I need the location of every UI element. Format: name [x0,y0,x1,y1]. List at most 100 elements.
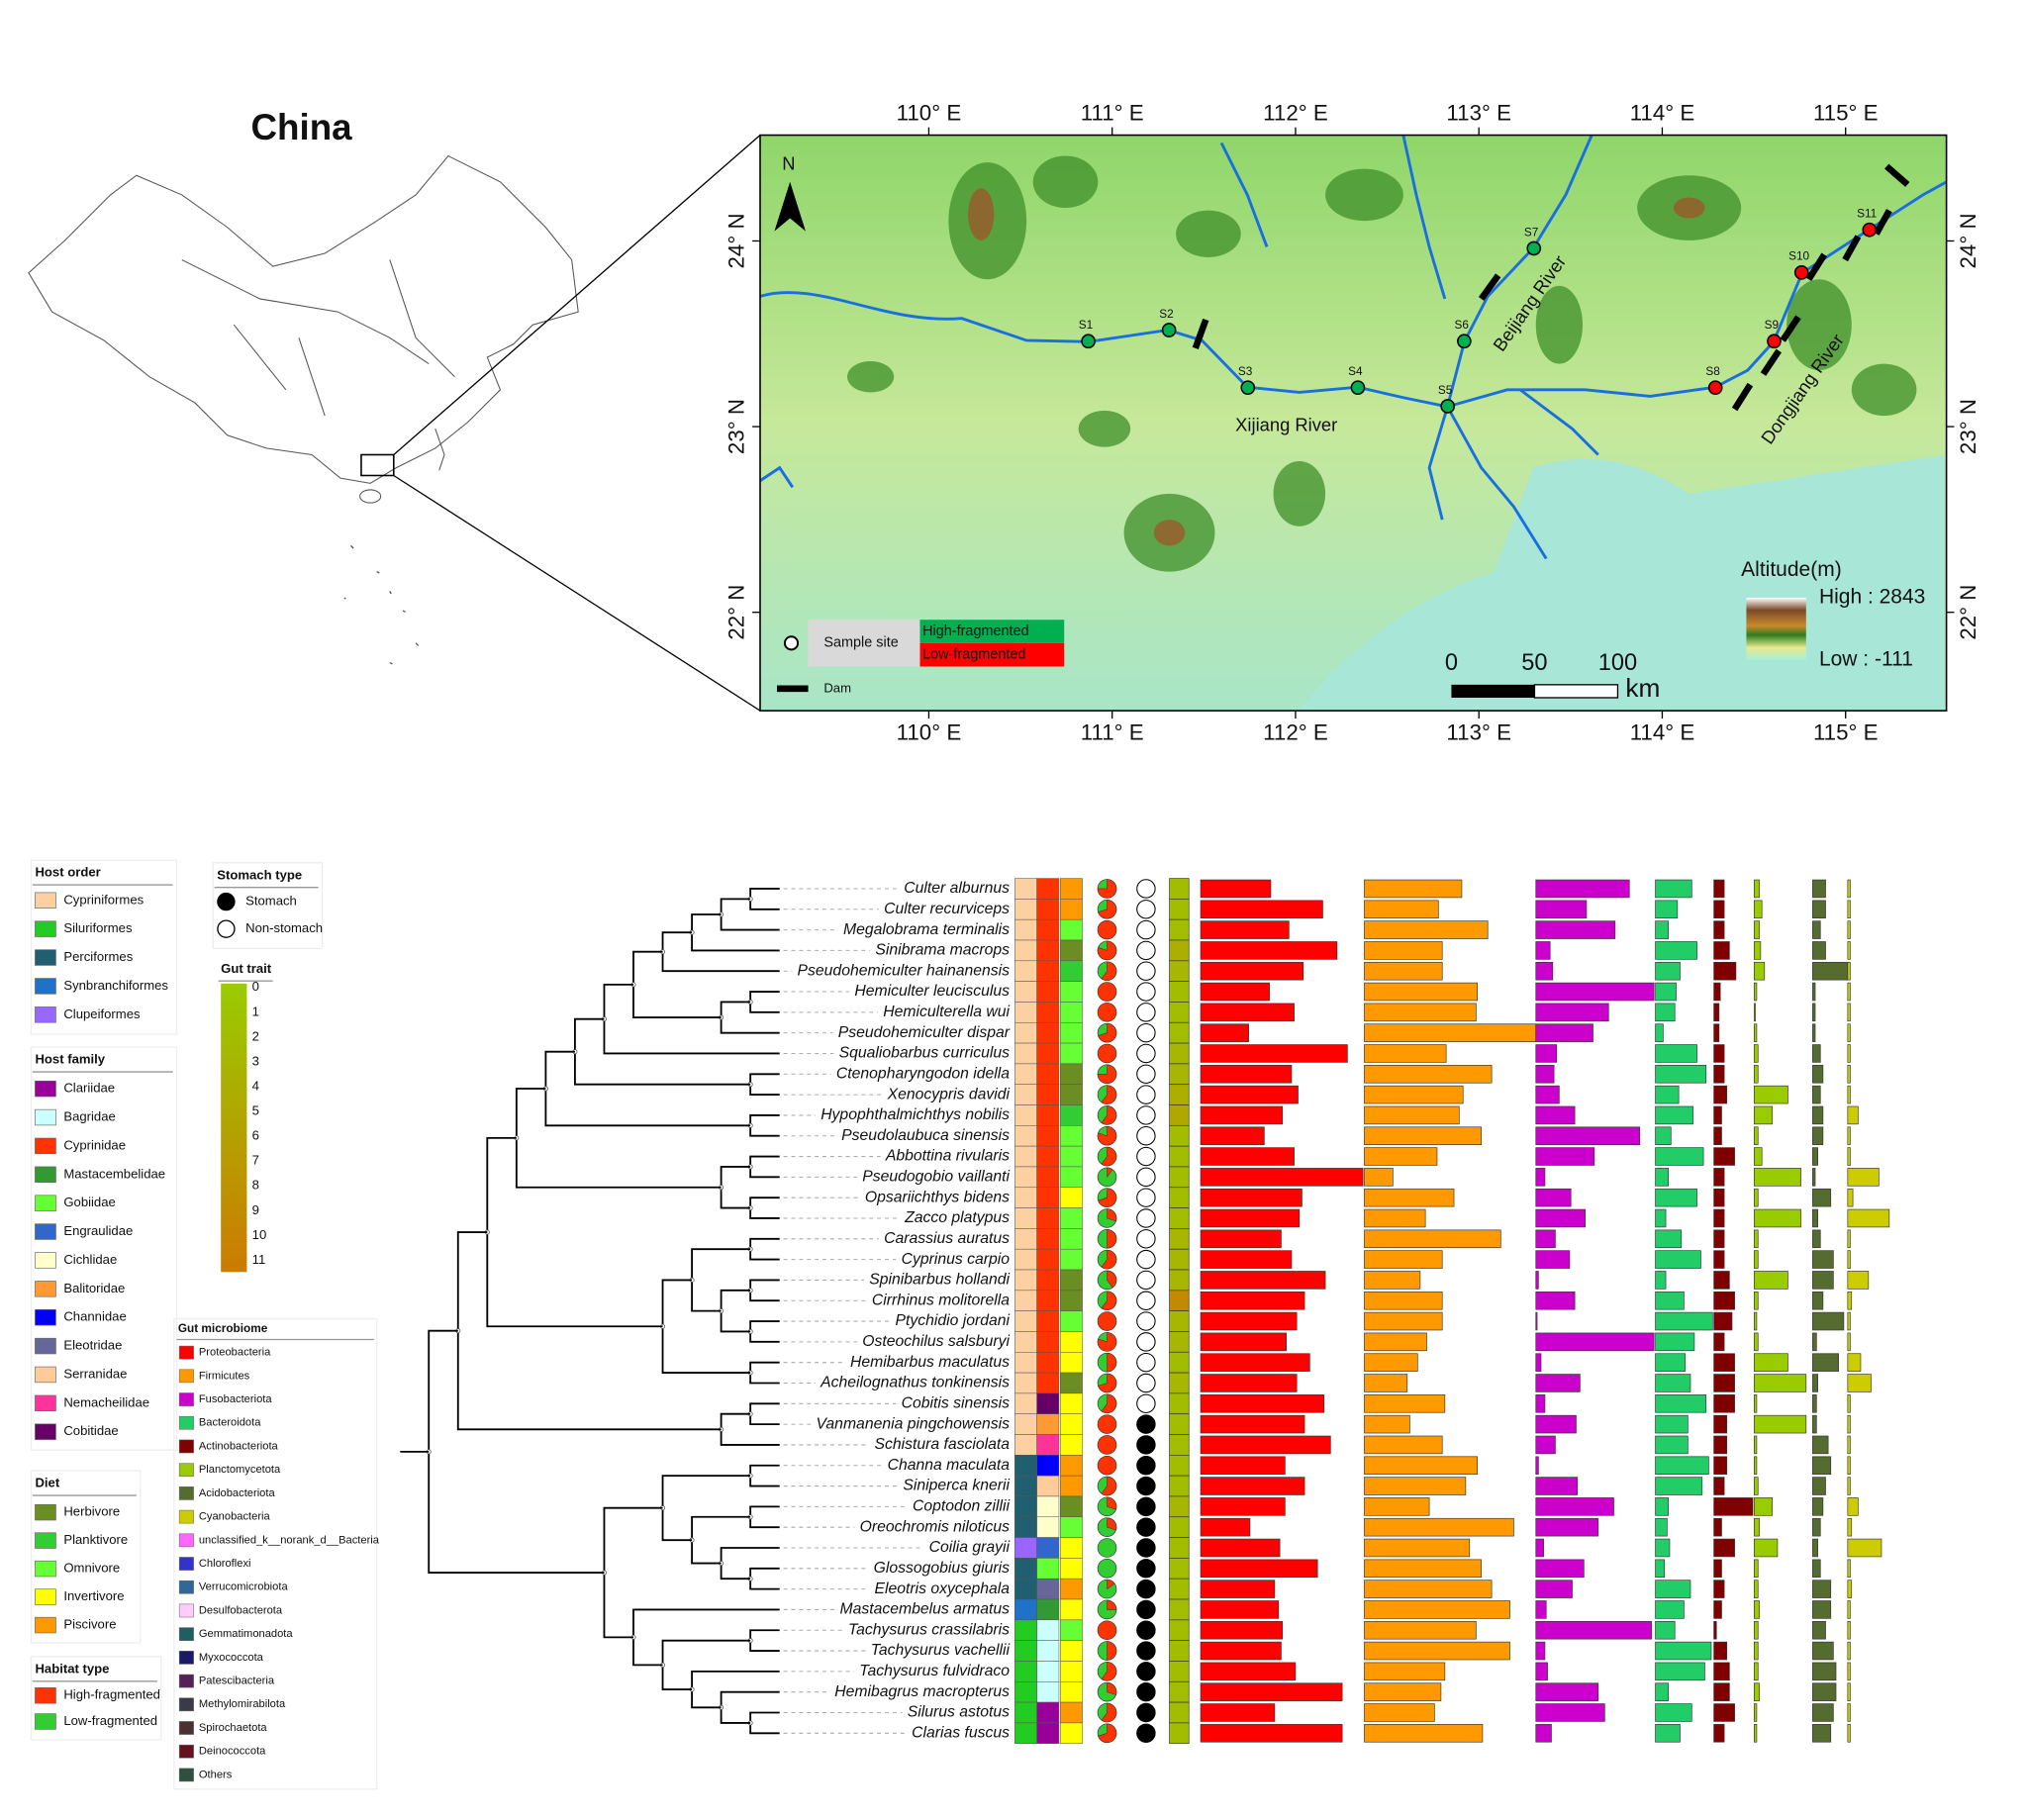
abundance-bar [1655,1456,1709,1475]
stomach-symbol [1136,1599,1156,1620]
abundance-bar [1847,1414,1851,1434]
abundance-bar [1753,1477,1759,1495]
y-tick-label: 22° N [1956,585,1980,640]
stomach-symbol [1136,1373,1156,1393]
habitat-pie-slice [1107,1208,1117,1222]
tree-branch [749,1279,780,1302]
gut-trait-cell [1169,1104,1190,1126]
legend-item: Gemmatimonadota [199,1628,294,1640]
stomach-symbol [1136,1208,1156,1228]
abundance-bar [1200,1414,1305,1434]
legend-item: unclassified_k__norank_d__Bacteria [199,1534,380,1546]
abundance-bar [1753,1147,1763,1166]
abundance-bar [1847,1662,1851,1681]
abundance-bar [1753,1044,1759,1063]
order-cell [1014,918,1037,941]
species-name: Spinibarbus hollandi [869,1272,1010,1289]
map-frame [759,134,1948,712]
abundance-bar [1812,982,1816,1002]
gut-trait-cell [1169,1124,1190,1147]
abundance-bar [1535,1414,1577,1434]
river-label: Xijiang River [1235,414,1337,434]
abundance-bar [1753,1497,1774,1516]
abundance-bar [1535,1208,1586,1228]
abundance-bar [1535,1374,1581,1392]
habitat-pie-base [1097,1620,1117,1641]
legend-swatch [35,1560,56,1578]
diet-cell [1059,1207,1083,1229]
habitat-pie-base [1097,1559,1117,1579]
abundance-bar [1812,1662,1837,1681]
abundance-bar [1364,1394,1446,1413]
diet-cell [1059,939,1083,962]
y-tick-label: 23° N [1956,399,1980,454]
abundance-bar [1200,1105,1284,1125]
abundance-bar [1753,1435,1758,1455]
habitat-pie-slice [1107,1517,1117,1531]
legend-item: Cobitidae [63,1423,118,1438]
legend-swatch [178,1486,194,1500]
legend-item: Actinobacteriota [199,1440,279,1452]
abundance-bar [1200,1044,1348,1063]
abundance-bar [1713,1168,1725,1187]
family-cell [1036,1187,1060,1208]
legend-item: Gobiidae [63,1195,115,1209]
abundance-bar [1364,1065,1493,1084]
diet-cell [1059,960,1083,982]
abundance-bar [1655,1168,1669,1187]
order-cell [1014,1413,1037,1435]
abundance-bar [1753,941,1762,960]
gut-trait-cell [1169,1310,1190,1332]
stomach-symbol [1136,1085,1156,1104]
abundance-bar [1713,1559,1722,1579]
species-name: Hemiculterella wui [883,1004,1010,1020]
abundance-bar [1364,1538,1471,1558]
abundance-bar [1713,1126,1722,1145]
stomach-symbol [1136,1332,1156,1352]
legend-site: Sample site [823,635,898,651]
legend-item: Myxococcota [199,1652,264,1664]
gut-trait-tick: 5 [252,1103,259,1118]
abundance-bar [1200,1353,1310,1372]
gut-trait-cell [1169,899,1190,920]
species-name: Glossogobius giuris [874,1560,1011,1577]
species-name: Ptychidio jordani [895,1312,1010,1329]
abundance-bar [1812,879,1826,899]
x-tick-label: 112° E [1263,720,1328,745]
abundance-bar [1364,1003,1477,1022]
family-cell [1036,1145,1060,1168]
species-name: Sinibrama macrops [875,942,1010,959]
x-tick-label: 114° E [1630,720,1695,745]
abundance-bar [1713,1229,1725,1249]
abundance-bar [1200,1394,1325,1413]
abundance-bar [1364,1353,1418,1372]
abundance-bar [1847,1374,1872,1392]
abundance-bar [1200,1538,1281,1558]
stomach-symbol [1136,1126,1156,1146]
abundance-bar [1200,1229,1282,1249]
phylogeny [400,888,780,1735]
abundance-bar [1535,961,1554,981]
abundance-bar [1753,1332,1759,1352]
abundance-bar [1364,1291,1443,1310]
abundance-bar [1812,1208,1818,1228]
stomach-symbol [1136,1064,1156,1085]
abundance-bar [1535,1065,1555,1084]
diet-cell [1059,899,1083,920]
species-name: Opsariichthys bidens [865,1189,1010,1205]
gut-trait-tick: 6 [252,1128,259,1143]
gut-trait-cell [1169,1454,1190,1477]
abundance-bar [1753,920,1760,939]
abundance-bar [1753,1559,1759,1579]
diet-cell [1059,1475,1083,1497]
abundance-bar [1655,1105,1693,1125]
abundance-bar [1364,1641,1510,1661]
abundance-bar [1812,1126,1824,1145]
legend-swatch [35,1337,56,1355]
family-cell [1036,1269,1060,1292]
tree-branch [749,991,780,1013]
legend-item: Planktivore [63,1532,128,1547]
abundance-bar [1364,1497,1430,1516]
legend-frame [30,1470,142,1644]
x-tick-label: 114° E [1630,100,1695,125]
